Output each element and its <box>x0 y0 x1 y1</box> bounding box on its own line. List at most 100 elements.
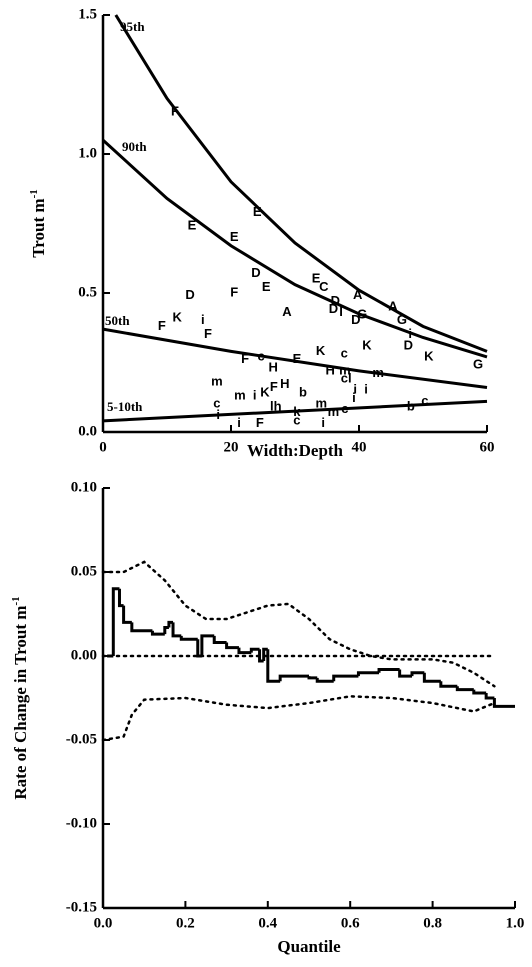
point: m <box>315 396 327 411</box>
x-axis-title: Width:Depth <box>247 441 344 460</box>
point: D <box>329 301 338 316</box>
point: A <box>282 304 292 319</box>
point: i <box>253 387 257 402</box>
point: G <box>473 357 483 372</box>
y-tick-label: -0.05 <box>66 731 97 747</box>
y-tick-label: 0.05 <box>71 563 97 579</box>
y-tick-label: 0.10 <box>71 479 97 495</box>
point: E <box>253 204 262 219</box>
y-tick-label: -0.10 <box>66 815 97 831</box>
step <box>163 625 169 635</box>
step <box>179 635 198 641</box>
step <box>225 642 239 650</box>
step <box>200 634 215 656</box>
point: K <box>260 385 270 400</box>
step <box>332 674 359 682</box>
step <box>398 669 412 678</box>
point: D <box>251 265 260 280</box>
point: i <box>353 382 357 397</box>
curve-label: 50th <box>105 313 130 328</box>
point: H <box>280 376 289 391</box>
x-tick-label: 0.2 <box>176 915 195 931</box>
point: H <box>326 362 335 377</box>
point: C <box>319 279 329 294</box>
point: i <box>321 415 325 430</box>
point: b <box>299 385 307 400</box>
curve <box>102 327 488 390</box>
x-tick-label: 40 <box>352 439 367 455</box>
point: K <box>316 343 326 358</box>
point: F <box>158 318 166 333</box>
point: K <box>173 309 183 324</box>
point: F <box>230 284 238 299</box>
x-tick-label: 0.6 <box>341 915 360 931</box>
y-axis-title-text: Rate of Change in Trout m <box>11 606 30 800</box>
point: m <box>372 365 384 380</box>
point: F <box>256 415 264 430</box>
x-tick-label: 0 <box>99 439 107 455</box>
x-tick-label: 0.8 <box>423 915 442 931</box>
x-tick-label: 20 <box>224 439 239 455</box>
point: lh <box>270 398 282 413</box>
point: F <box>241 351 249 366</box>
point: E <box>293 351 302 366</box>
point: m <box>328 404 340 419</box>
point: I <box>339 304 343 319</box>
point: E <box>188 218 197 233</box>
y-tick-label: 0.0 <box>78 423 97 439</box>
step <box>484 692 495 700</box>
y-tick-label: 0.5 <box>78 284 97 300</box>
point: i <box>352 390 356 405</box>
point: k <box>293 404 301 419</box>
x-tick-label: 0.0 <box>94 915 113 931</box>
point: b <box>407 398 415 413</box>
point: D <box>185 287 194 302</box>
step <box>315 677 334 683</box>
curve <box>101 695 496 742</box>
point: E <box>262 279 271 294</box>
point: D <box>404 337 413 352</box>
step <box>130 622 153 633</box>
step <box>171 622 182 638</box>
step <box>212 635 227 645</box>
step <box>472 689 487 695</box>
step <box>249 647 260 653</box>
point: K <box>362 337 372 352</box>
y-axis-title-text: Trout m <box>29 198 48 257</box>
curve-label: 95th <box>120 19 145 34</box>
point: m <box>234 387 246 402</box>
x-tick-label: 1.0 <box>506 915 525 931</box>
point: F <box>171 104 179 119</box>
step <box>307 676 318 680</box>
step <box>122 605 132 624</box>
curve <box>101 560 496 688</box>
point: G <box>397 312 407 327</box>
curve <box>101 138 488 359</box>
step <box>356 671 380 677</box>
x-tick-label: 60 <box>480 439 495 455</box>
y-axis-title-sup: -1 <box>10 596 22 605</box>
y-tick-label: 1.0 <box>78 145 97 161</box>
y-tick-label: 1.5 <box>78 6 97 22</box>
point: F <box>270 379 278 394</box>
point: i <box>408 326 412 341</box>
point: c <box>341 346 348 361</box>
step <box>455 686 474 692</box>
point: i <box>237 415 241 430</box>
y-axis-title: Rate of Change in Trout m-1 <box>10 596 30 799</box>
step <box>237 647 252 655</box>
point: G <box>357 307 367 322</box>
point: A <box>388 298 398 313</box>
point: m <box>211 373 223 388</box>
point: D <box>331 293 340 308</box>
y-tick-label: 0.00 <box>71 647 97 663</box>
x-axis-title: Quantile <box>277 937 341 956</box>
step <box>150 630 165 636</box>
x-tick-label: 0.4 <box>258 915 277 931</box>
step <box>439 681 458 688</box>
point: E <box>230 229 239 244</box>
point: E <box>312 271 321 286</box>
step <box>422 672 441 683</box>
step <box>266 649 281 683</box>
